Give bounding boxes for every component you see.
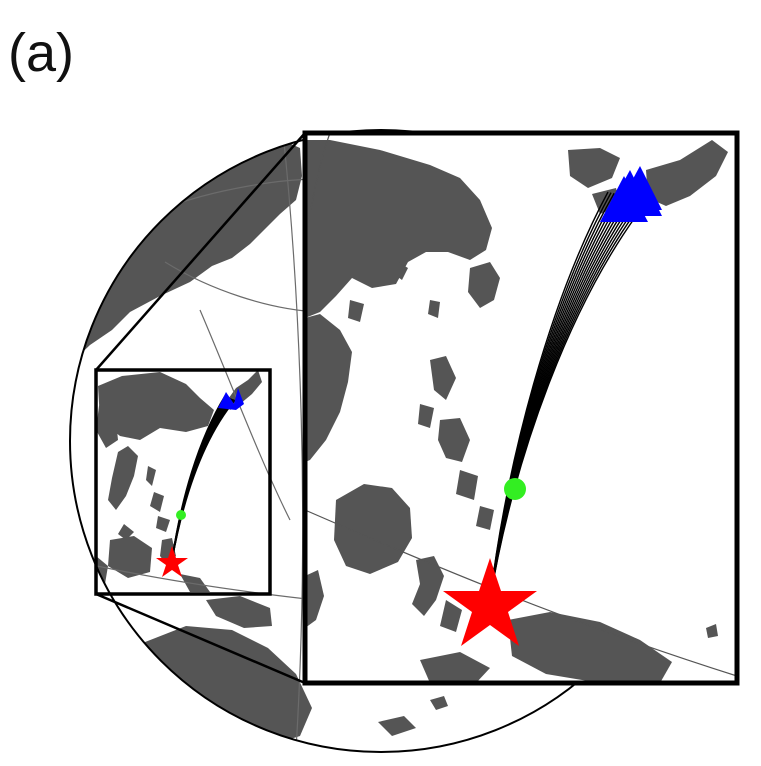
ray-paths-globe — [171, 395, 236, 561]
inset-land-korea — [468, 262, 500, 308]
graticule-line — [164, 261, 321, 313]
land-new-guinea — [206, 596, 272, 628]
source-star-small — [156, 546, 188, 577]
inset-map — [302, 130, 740, 686]
station-triangles — [600, 166, 662, 222]
inset-land-new-guinea — [508, 612, 672, 683]
inset-land-sumatra — [305, 570, 324, 628]
inset-land — [305, 133, 737, 683]
land-maritime-asia — [96, 536, 210, 592]
inset-frame — [302, 130, 740, 686]
inset-land-asia — [305, 140, 492, 318]
land-pacific-islands — [378, 696, 448, 736]
globe-markers — [156, 388, 244, 577]
zoom-connector-line — [95, 592, 306, 685]
inset-land-sulawesi — [412, 556, 462, 632]
station-triangles-small — [218, 388, 244, 410]
panel-label: (a) — [8, 23, 74, 83]
ray-path — [489, 199, 649, 601]
source-star — [443, 558, 537, 646]
inset-land-philippines — [418, 356, 494, 530]
inset-land-japan — [568, 140, 728, 214]
zoom-connectors — [95, 132, 306, 685]
midpoint-marker-small — [176, 510, 186, 520]
inset-locator-box — [94, 368, 272, 596]
inset-land-islands — [394, 262, 440, 318]
midpoint-marker — [504, 478, 526, 500]
ray-path — [171, 399, 236, 561]
graticule-line — [283, 141, 304, 751]
inset-land-pacific — [706, 624, 718, 638]
station-triangle — [622, 180, 662, 216]
inset-land-indochina — [305, 300, 364, 462]
inset-land-australia — [420, 652, 490, 683]
inset-land-borneo — [334, 484, 412, 574]
land-indochina — [108, 446, 138, 540]
ray-paths-inset — [489, 191, 649, 601]
zoom-connector-line — [95, 132, 306, 371]
land-philippines — [146, 466, 170, 532]
graticule-line — [199, 309, 291, 521]
